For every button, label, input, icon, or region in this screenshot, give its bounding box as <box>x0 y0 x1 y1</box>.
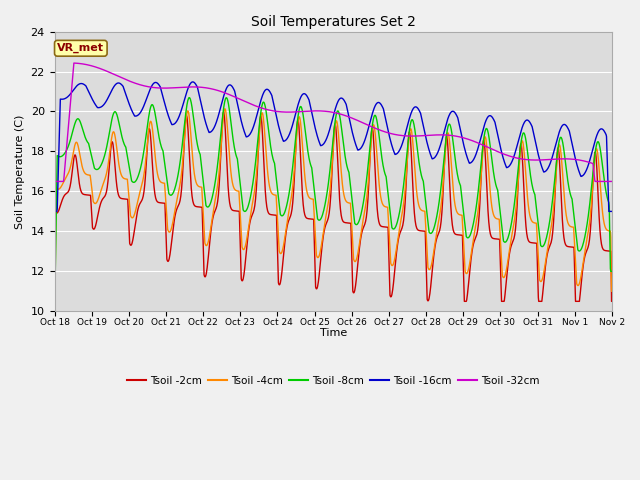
Text: VR_met: VR_met <box>58 43 104 53</box>
Legend: Tsoil -2cm, Tsoil -4cm, Tsoil -8cm, Tsoil -16cm, Tsoil -32cm: Tsoil -2cm, Tsoil -4cm, Tsoil -8cm, Tsoi… <box>123 372 543 390</box>
X-axis label: Time: Time <box>319 328 347 338</box>
Y-axis label: Soil Temperature (C): Soil Temperature (C) <box>15 114 25 228</box>
Title: Soil Temperatures Set 2: Soil Temperatures Set 2 <box>251 15 415 29</box>
